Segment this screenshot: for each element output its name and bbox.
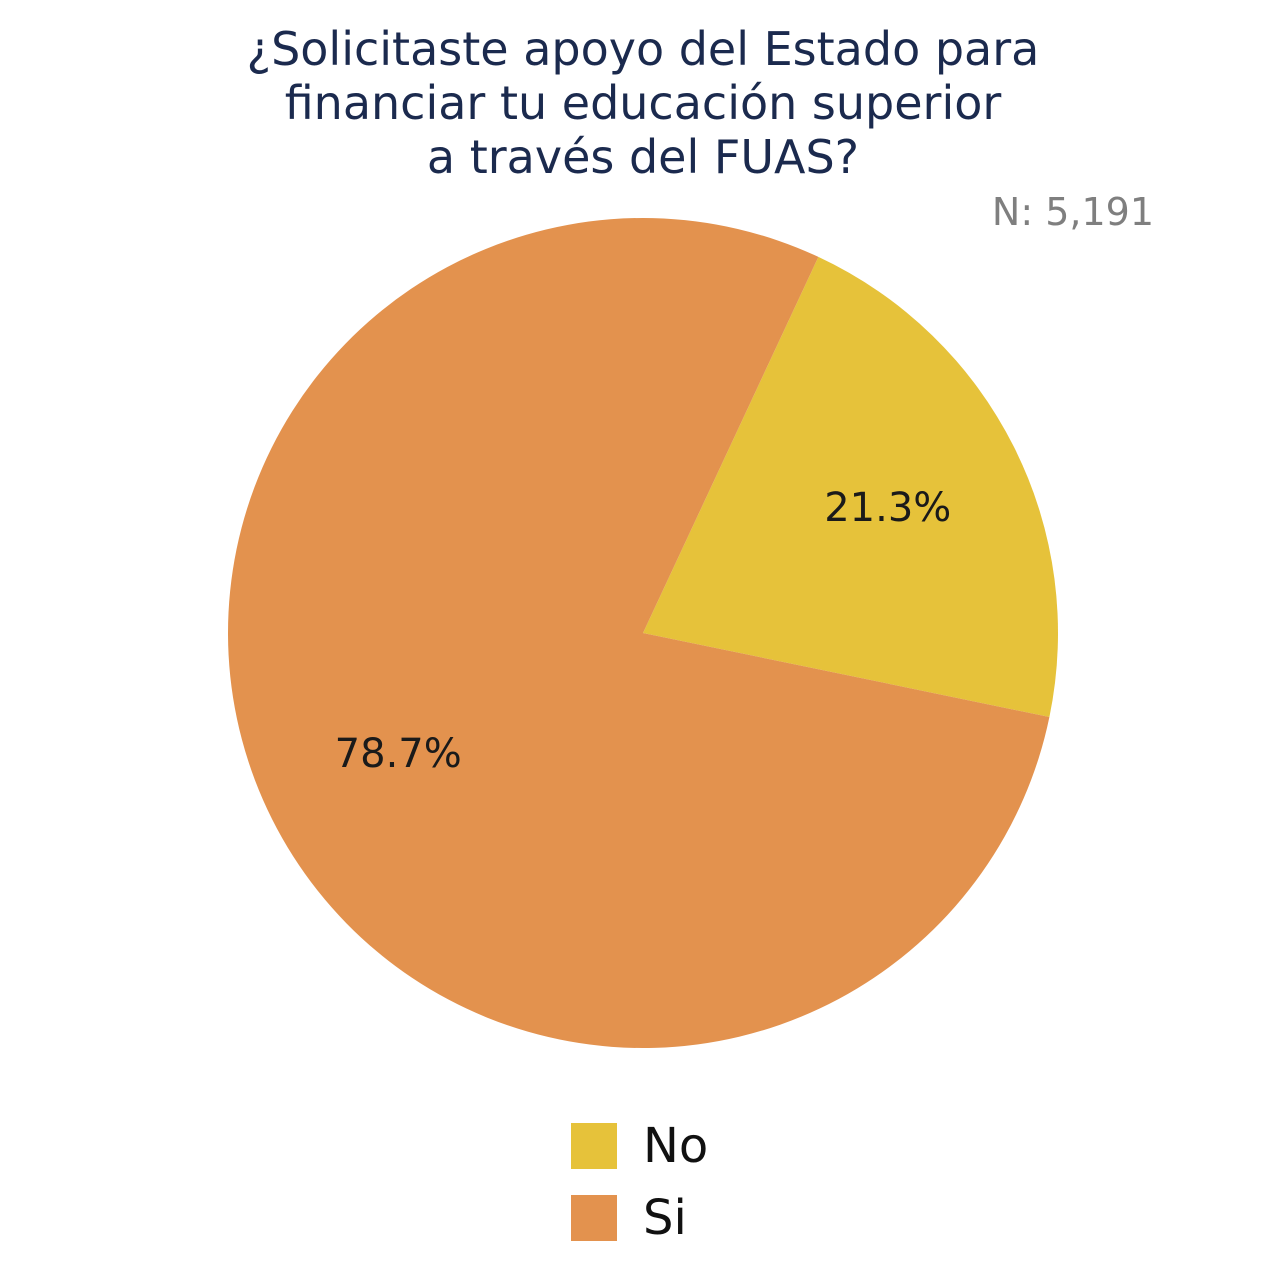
legend-label-si: Si [643, 1190, 687, 1246]
chart-title-line-3: a través del FUAS? [426, 130, 860, 184]
chart-title-line-2: financiar tu educación superior [284, 76, 1002, 130]
slice-label-no: 21.3% [824, 485, 951, 531]
legend-item-si: Si [571, 1182, 708, 1254]
legend-swatch-si [571, 1195, 617, 1241]
chart-title: ¿Solicitaste apoyo del Estado para finan… [0, 22, 1286, 184]
sample-size-label: N: 5,191 [991, 190, 1154, 234]
pie-slice-si [228, 217, 1050, 1048]
legend-label-no: No [643, 1118, 709, 1174]
legend-item-no: No [571, 1110, 708, 1182]
slice-label-si: 78.7% [335, 731, 462, 777]
legend: No Si [571, 1110, 708, 1254]
pie-slice-no [643, 256, 1059, 718]
legend-swatch-no [571, 1123, 617, 1169]
chart-title-line-1: ¿Solicitaste apoyo del Estado para [246, 22, 1040, 76]
